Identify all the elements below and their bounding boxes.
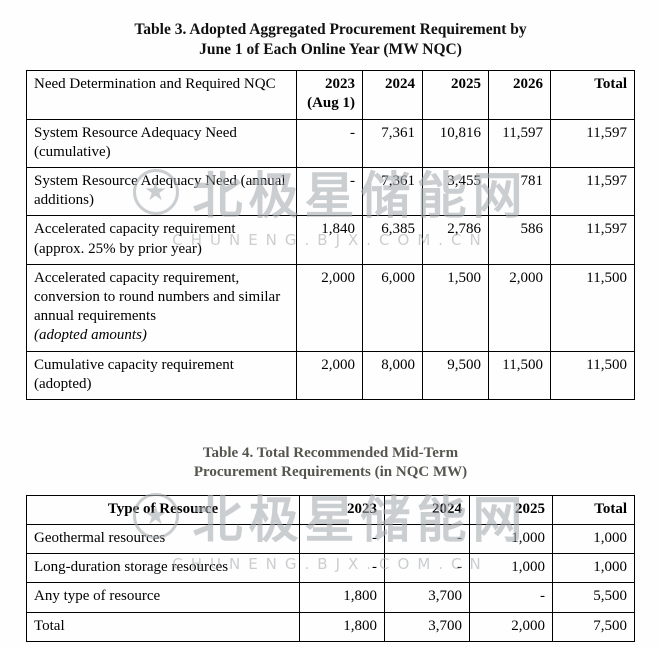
table3-header-2023-aug1: (Aug 1) <box>307 95 355 112</box>
cell-2023: - <box>296 118 363 169</box>
cell-2025: 1,500 <box>422 263 489 352</box>
table3-header-total: Total <box>550 70 635 120</box>
table3-caption: Table 3. Adopted Aggregated Procurement … <box>0 0 661 60</box>
table3: Need Determination and Required NQC 2023… <box>26 70 635 400</box>
cell-total: 11,597 <box>550 118 635 169</box>
table4-caption: Table 4. Total Recommended Mid-Term Proc… <box>0 444 661 483</box>
row-label: Cumulative capacity requirement (adopted… <box>26 350 297 400</box>
cell-2024: - <box>384 524 470 555</box>
cell-2025: 3,455 <box>422 167 489 217</box>
cell-2023: 1,800 <box>299 611 385 642</box>
cell-2024: 8,000 <box>362 350 423 400</box>
table4-caption-line1: Table 4. Total Recommended Mid-Term <box>202 444 459 461</box>
cell-2023: 2,000 <box>296 350 363 400</box>
cell-2026: 2,000 <box>488 263 551 352</box>
cell-2023: 2,000 <box>296 263 363 352</box>
cell-total: 5,500 <box>552 582 635 613</box>
cell-total: 11,500 <box>550 350 635 400</box>
table4-header-2024: 2024 <box>384 494 470 526</box>
cell-2023: - <box>296 167 363 217</box>
cell-2024: 3,700 <box>384 582 470 613</box>
cell-2024: 6,000 <box>362 263 423 352</box>
table3-row-ra-need-annual: System Resource Adequacy Need (annual ad… <box>26 167 635 217</box>
cell-total: 1,000 <box>552 524 635 555</box>
cell-total: 7,500 <box>552 611 635 642</box>
cell-total: 1,000 <box>552 553 635 584</box>
table4-header-2023: 2023 <box>299 494 385 526</box>
row-label: System Resource Adequacy Need (cumulativ… <box>26 118 297 169</box>
table4-row-any-type: Any type of resource 1,800 3,700 - 5,500 <box>26 582 635 613</box>
table4-header-row: Type of Resource 2023 2024 2025 Total <box>26 494 635 526</box>
cell-2026: 11,500 <box>488 350 551 400</box>
cell-2026: 781 <box>488 167 551 217</box>
row-label: Total <box>26 611 300 642</box>
cell-total: 11,500 <box>550 263 635 352</box>
cell-2023: 1,840 <box>296 215 363 265</box>
cell-2023: 1,800 <box>299 582 385 613</box>
cell-2023: - <box>299 553 385 584</box>
cell-2025: 2,000 <box>469 611 553 642</box>
cell-2026: 11,597 <box>488 118 551 169</box>
cell-2025: 1,000 <box>469 524 553 555</box>
cell-2024: 7,361 <box>362 167 423 217</box>
table3-header-row: Need Determination and Required NQC 2023… <box>26 70 635 120</box>
cell-2025: 1,000 <box>469 553 553 584</box>
cell-2024: 3,700 <box>384 611 470 642</box>
table3-caption-line2: June 1 of Each Online Year (MW NQC) <box>199 41 462 59</box>
cell-total: 11,597 <box>550 215 635 265</box>
row-label: System Resource Adequacy Need (annual ad… <box>26 167 297 217</box>
table3-row-accelerated-requirement: Accelerated capacity requirement (approx… <box>26 215 635 265</box>
table3-header-2026: 2026 <box>488 70 551 120</box>
cell-2024: 6,385 <box>362 215 423 265</box>
table3-header-need-determination: Need Determination and Required NQC <box>26 70 297 120</box>
cell-2025: 2,786 <box>422 215 489 265</box>
cell-2025: - <box>469 582 553 613</box>
table3-header-2024: 2024 <box>362 70 423 120</box>
row-label: Geothermal resources <box>26 524 300 555</box>
table4-header-type: Type of Resource <box>26 494 300 526</box>
table4-row-total: Total 1,800 3,700 2,000 7,500 <box>26 611 635 642</box>
table4: Type of Resource 2023 2024 2025 Total Ge… <box>26 494 635 642</box>
cell-2024: - <box>384 553 470 584</box>
table4-header-2025: 2025 <box>469 494 553 526</box>
table4-caption-line2: Procurement Requirements (in NQC MW) <box>193 464 468 481</box>
cell-2024: 7,361 <box>362 118 423 169</box>
cell-2025: 10,816 <box>422 118 489 169</box>
row-label: Accelerated capacity requirement (approx… <box>26 215 297 265</box>
table3-row-accelerated-rounded: Accelerated capacity requirement, conver… <box>26 263 635 352</box>
table3-caption-line1: Table 3. Adopted Aggregated Procurement … <box>134 21 527 38</box>
table3-header-2023: 2023 (Aug 1) <box>296 70 363 120</box>
cell-2026: 586 <box>488 215 551 265</box>
table4-header-total: Total <box>552 494 635 526</box>
cell-2025: 9,500 <box>422 350 489 400</box>
table3-row-ra-need-cumulative: System Resource Adequacy Need (cumulativ… <box>26 118 635 169</box>
row-label: Any type of resource <box>26 582 300 613</box>
table3-header-2023-year: 2023 <box>325 76 355 93</box>
row-label: Long-duration storage resources <box>26 553 300 584</box>
row-label: Accelerated capacity requirement, conver… <box>26 263 297 352</box>
table4-row-geothermal: Geothermal resources - - 1,000 1,000 <box>26 524 635 555</box>
table3-row-cumulative-adopted: Cumulative capacity requirement (adopted… <box>26 350 635 400</box>
cell-2023: - <box>299 524 385 555</box>
cell-total: 11,597 <box>550 167 635 217</box>
table3-header-2025: 2025 <box>422 70 489 120</box>
table4-row-long-duration-storage: Long-duration storage resources - - 1,00… <box>26 553 635 584</box>
